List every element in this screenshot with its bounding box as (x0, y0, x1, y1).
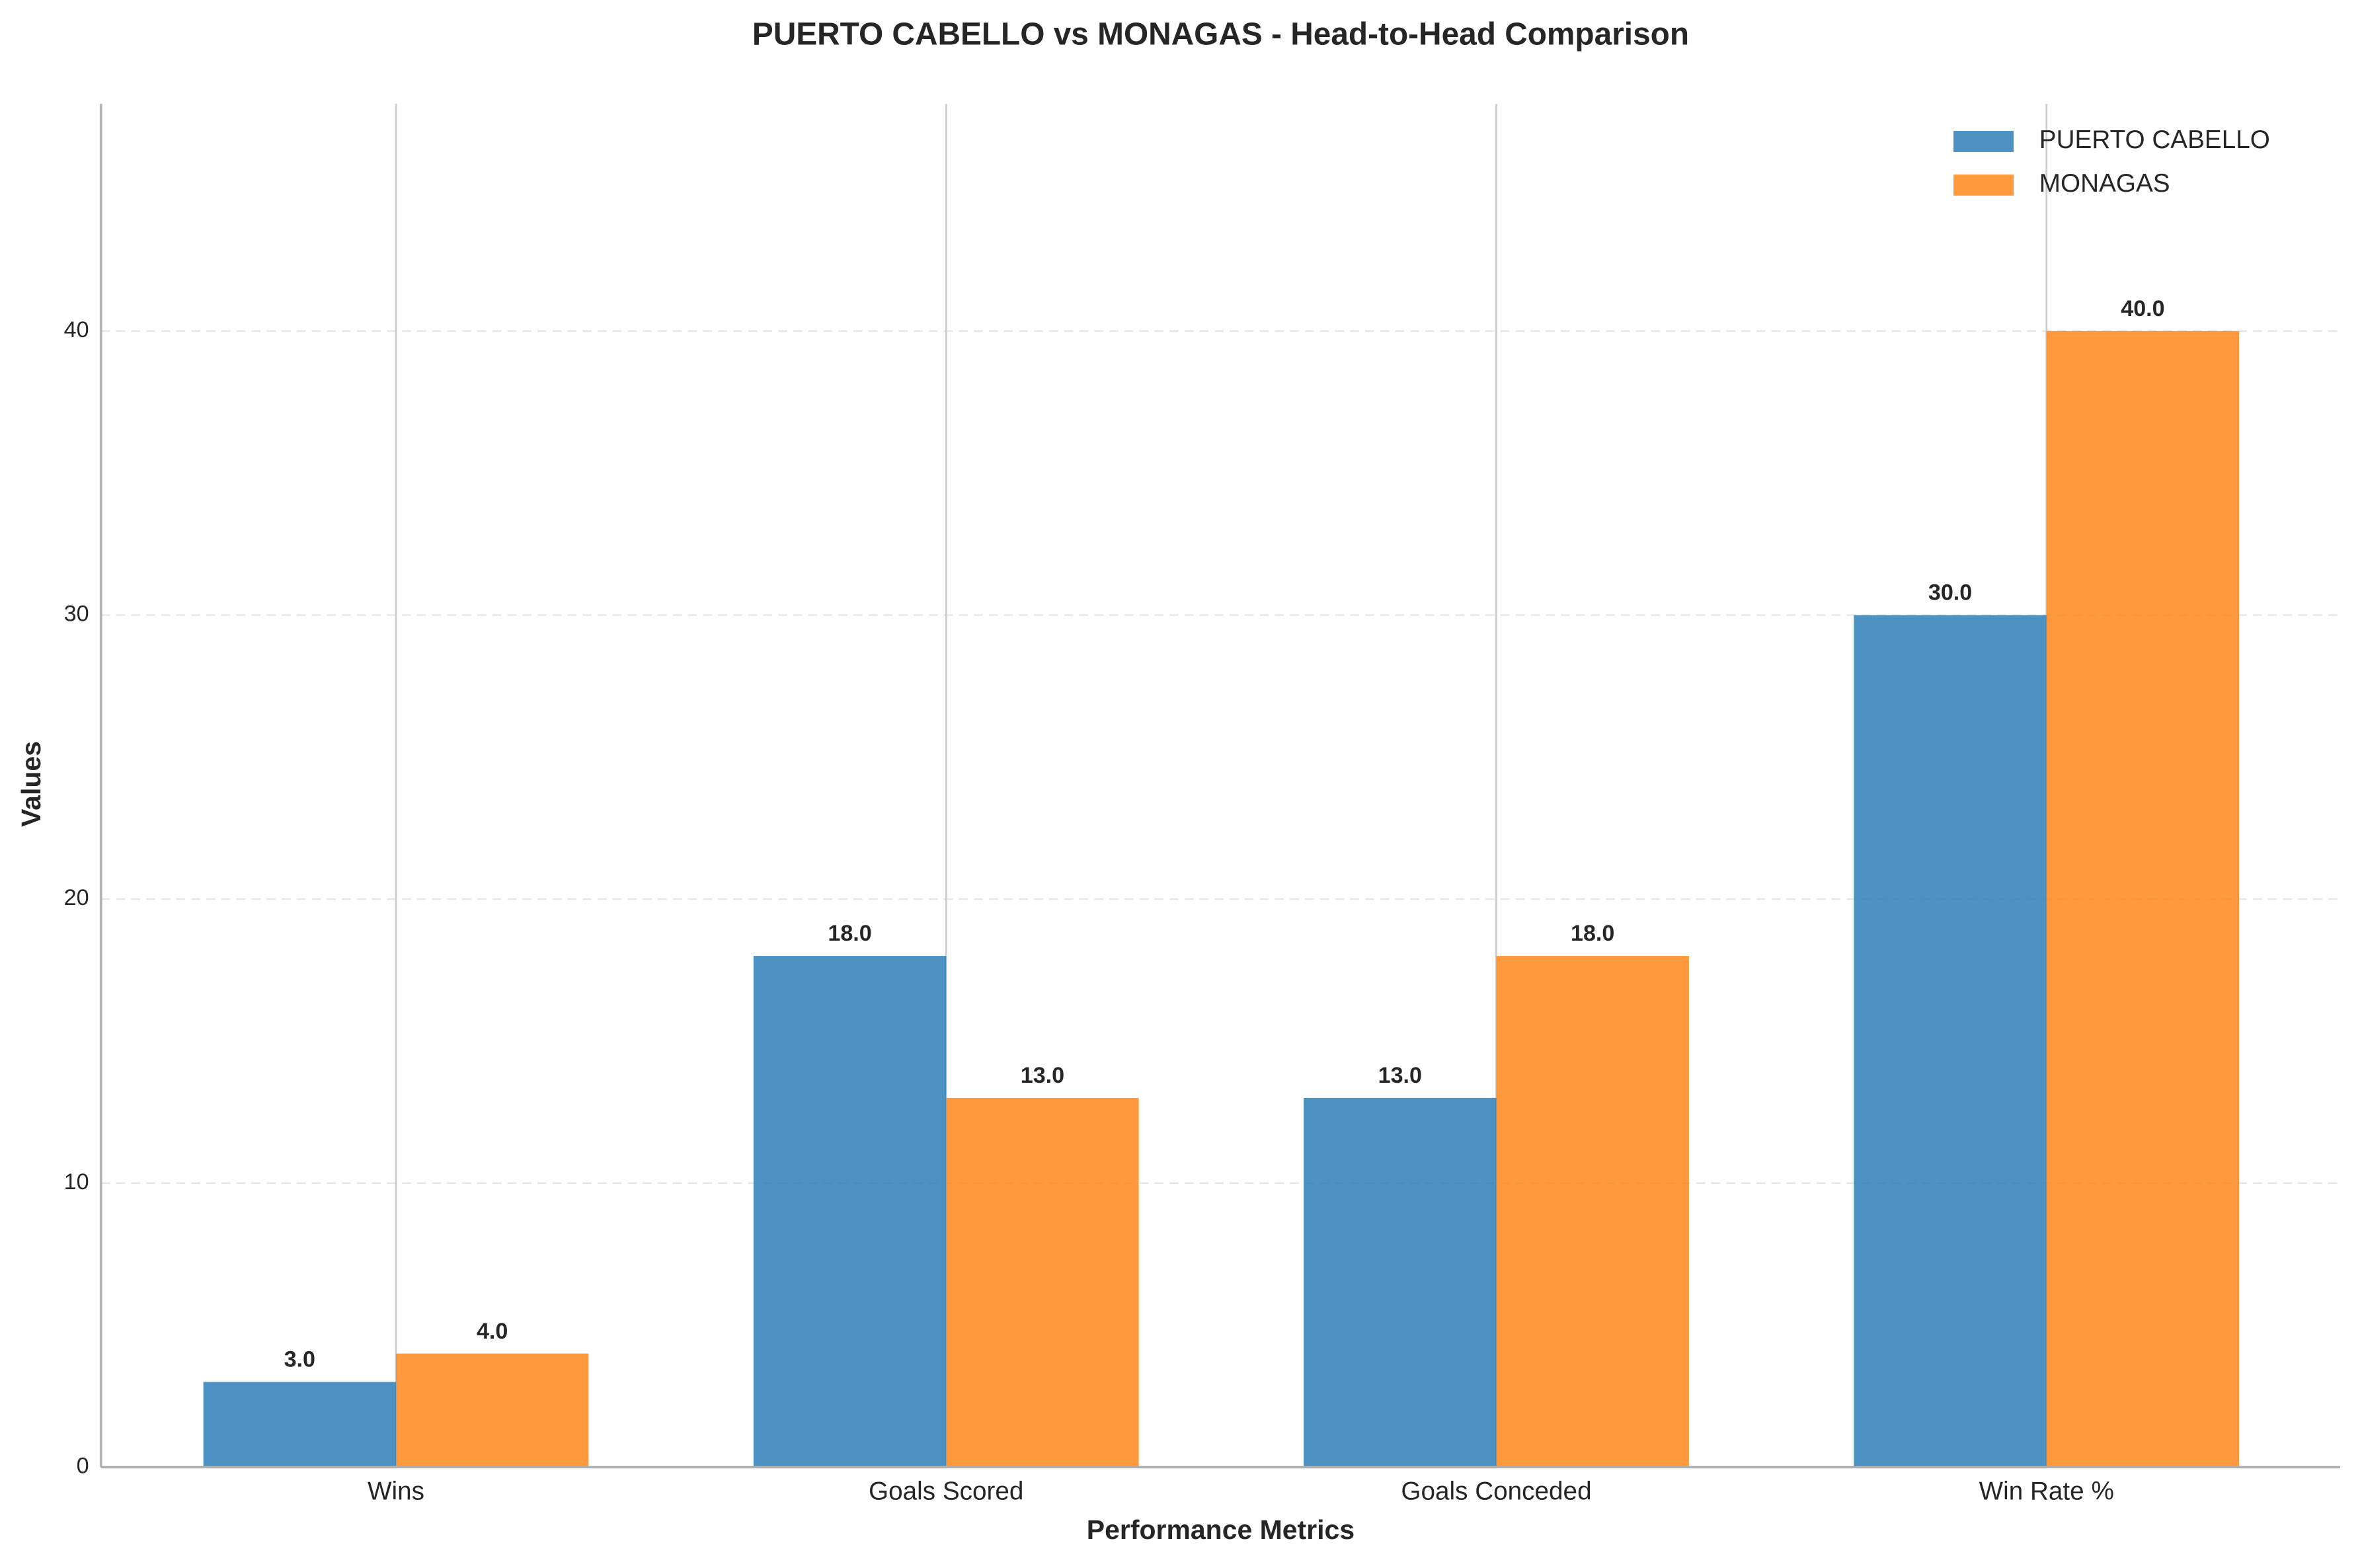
value-label: 30.0 (1928, 580, 1972, 606)
x-axis-label: Performance Metrics (1087, 1514, 1355, 1545)
bar (203, 1382, 396, 1468)
y-tick-label: 10 (64, 1169, 89, 1195)
y-tick-label: 0 (77, 1453, 89, 1478)
value-label: 40.0 (2121, 296, 2164, 321)
value-label: 13.0 (1378, 1063, 1422, 1088)
chart-title: PUERTO CABELLO vs MONAGAS - Head-to-Head… (752, 17, 1689, 52)
y-tick-label: 30 (64, 601, 89, 626)
value-label: 18.0 (1571, 921, 1614, 946)
bar (1854, 615, 2047, 1468)
bar (2046, 331, 2240, 1468)
value-label: 13.0 (1021, 1063, 1064, 1088)
legend-label: MONAGAS (2039, 169, 2170, 198)
bar (1496, 956, 1689, 1468)
x-tick-label: Goals Scored (869, 1477, 1023, 1505)
value-label: 18.0 (828, 921, 871, 946)
bar (396, 1353, 589, 1468)
x-tick-label: Goals Conceded (1401, 1477, 1591, 1505)
y-axis-label: Values (16, 741, 46, 827)
value-label: 4.0 (477, 1319, 508, 1344)
value-label: 3.0 (284, 1347, 315, 1372)
legend-label: PUERTO CABELLO (2039, 126, 2270, 154)
bar (946, 1097, 1139, 1468)
bar (753, 956, 947, 1468)
legend-swatch (1953, 175, 2014, 196)
x-tick-label: Win Rate % (1979, 1477, 2114, 1505)
bar (1304, 1097, 1497, 1468)
legend-swatch (1953, 131, 2014, 152)
y-tick-label: 40 (64, 317, 89, 342)
y-tick-label: 20 (64, 885, 89, 910)
x-tick-label: Wins (368, 1477, 424, 1505)
